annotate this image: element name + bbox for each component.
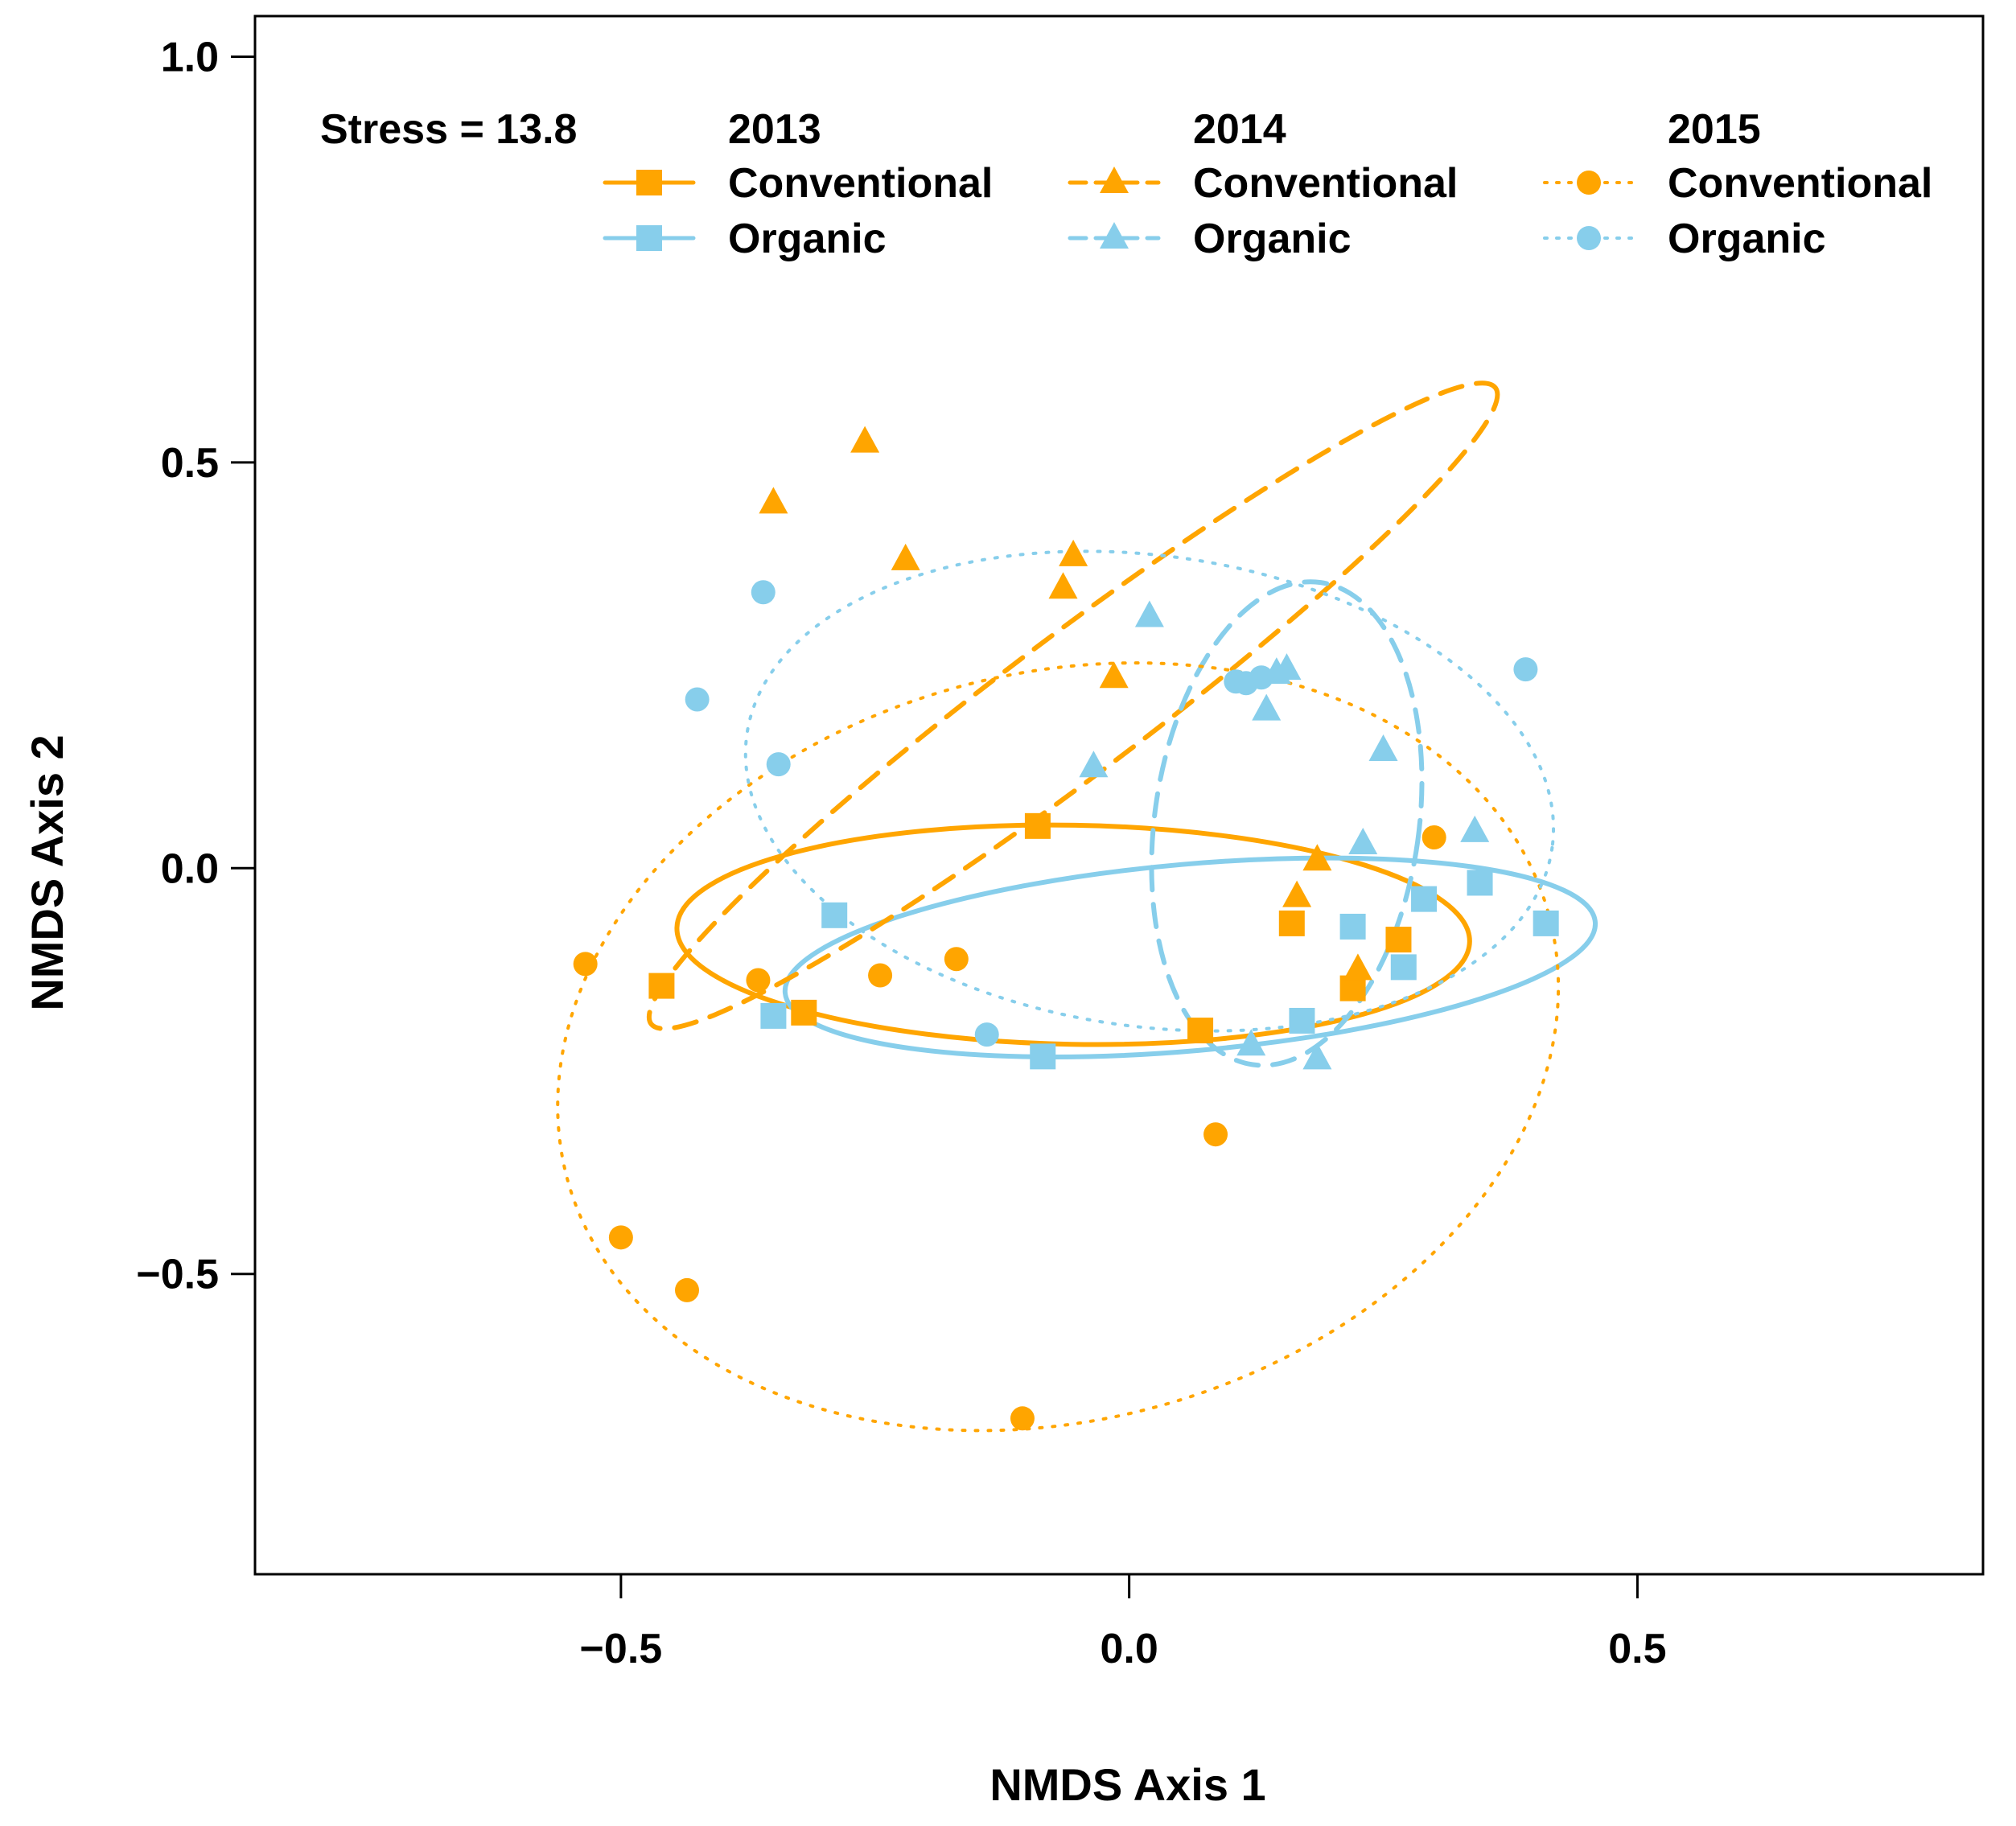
point-2014-conventional-6 — [1099, 661, 1129, 689]
legend-label-2014-organic: Organic — [1193, 216, 1352, 262]
y-axis: −0.5 0.0 0.5 1.0 — [136, 34, 257, 1298]
point-2013-organic-5 — [1339, 913, 1366, 940]
x-tick-label: −0.5 — [580, 1626, 663, 1672]
point-2015-conventional-4 — [746, 968, 771, 993]
point-2014-conventional-7 — [1282, 880, 1312, 907]
point-2014-organic-8 — [1348, 828, 1378, 855]
point-2014-organic-6 — [1272, 653, 1302, 681]
point-2013-organic-9 — [1533, 910, 1559, 936]
legend-year-2014: 2014 — [1193, 106, 1286, 153]
point-2013-organic-4 — [1289, 1007, 1315, 1034]
ellipse-2013-conventional — [674, 822, 1472, 1047]
point-2015-conventional-7 — [1010, 1406, 1035, 1431]
x-axis-title: NMDS Axis 1 — [989, 1759, 1265, 1810]
y-tick-label: −0.5 — [136, 1252, 219, 1298]
ellipse-2014-organic — [1149, 579, 1425, 1068]
point-2014-organic-7 — [1302, 1043, 1332, 1070]
point-2014-organic-3 — [1236, 1029, 1266, 1056]
data-points — [573, 426, 1559, 1431]
point-2015-conventional-6 — [944, 947, 969, 972]
point-2015-conventional-3 — [675, 1277, 699, 1302]
point-2014-conventional-9 — [1343, 953, 1372, 981]
point-2014-conventional-5 — [1059, 539, 1088, 566]
point-2013-conventional-7 — [1385, 927, 1412, 953]
legend-label-2013-organic: Organic — [728, 216, 887, 262]
point-2013-conventional-1 — [648, 973, 675, 999]
point-2014-conventional-4 — [1048, 572, 1078, 599]
legend-marker-2014-organic — [1100, 222, 1129, 249]
x-tick-label: 0.0 — [1100, 1626, 1158, 1672]
y-tick-label: 0.0 — [161, 845, 219, 892]
point-2015-organic-1 — [685, 687, 710, 712]
point-2013-organic-2 — [821, 902, 848, 928]
point-2014-organic-9 — [1368, 734, 1398, 762]
point-2013-conventional-4 — [1187, 1018, 1214, 1044]
legend-marker-2015-organic — [1577, 226, 1601, 250]
x-tick-label: 0.5 — [1608, 1626, 1666, 1672]
point-2015-conventional-8 — [1203, 1122, 1228, 1147]
legend-year-2015: 2015 — [1668, 106, 1761, 153]
legend-year-2013: 2013 — [728, 106, 821, 153]
y-tick-label: 0.5 — [161, 440, 219, 487]
point-2014-organic-4 — [1252, 693, 1282, 721]
legend-marker-2015-conventional — [1577, 171, 1601, 195]
legend-marker-2014-conventional — [1100, 167, 1129, 193]
point-2015-organic-7 — [1249, 665, 1273, 690]
x-axis: −0.5 0.0 0.5 — [580, 1573, 1667, 1672]
y-axis-title: NMDS Axis 2 — [22, 734, 72, 1010]
point-2015-conventional-2 — [608, 1225, 633, 1250]
legend-label-2015-conventional: Conventional — [1668, 160, 1932, 207]
point-2015-conventional-1 — [573, 952, 598, 977]
legend-marker-2013-conventional — [636, 170, 662, 195]
point-2014-conventional-1 — [759, 487, 788, 514]
legend-label-2013-conventional: Conventional — [728, 160, 993, 207]
point-2015-organic-2 — [751, 580, 776, 605]
point-2013-conventional-2 — [791, 999, 817, 1026]
point-2014-organic-2 — [1134, 600, 1164, 627]
point-2013-organic-3 — [1030, 1043, 1056, 1070]
point-2014-conventional-8 — [1302, 844, 1332, 871]
legend-marker-2013-organic — [636, 225, 662, 251]
point-2013-organic-1 — [760, 1002, 787, 1029]
point-2013-conventional-3 — [1024, 812, 1051, 839]
point-2013-conventional-5 — [1278, 910, 1305, 936]
point-2015-conventional-9 — [1421, 825, 1446, 849]
legend-label-2014-conventional: Conventional — [1193, 160, 1458, 207]
point-2015-organic-8 — [1513, 657, 1538, 682]
point-2014-conventional-2 — [850, 426, 880, 453]
point-2015-conventional-5 — [868, 963, 893, 988]
ellipse-2014-conventional — [646, 380, 1500, 1031]
ellipse-2013-organic — [782, 855, 1598, 1059]
point-2015-organic-4 — [974, 1022, 999, 1047]
point-2014-organic-10 — [1460, 815, 1490, 842]
y-tick-label: 1.0 — [161, 34, 219, 80]
point-2014-organic-1 — [1079, 751, 1109, 778]
ellipse-2015-organic — [743, 549, 1556, 1033]
legend-label-2015-organic: Organic — [1668, 216, 1826, 262]
point-2013-organic-8 — [1467, 870, 1493, 896]
stress-annotation: Stress = 13.8 — [320, 106, 577, 153]
legend: 2013 Conventional Organic 2014 Conventional O… — [603, 106, 1932, 262]
point-2013-organic-7 — [1411, 886, 1438, 912]
point-2013-organic-6 — [1390, 954, 1417, 981]
point-2014-conventional-3 — [891, 543, 920, 570]
point-2015-organic-3 — [766, 752, 791, 777]
